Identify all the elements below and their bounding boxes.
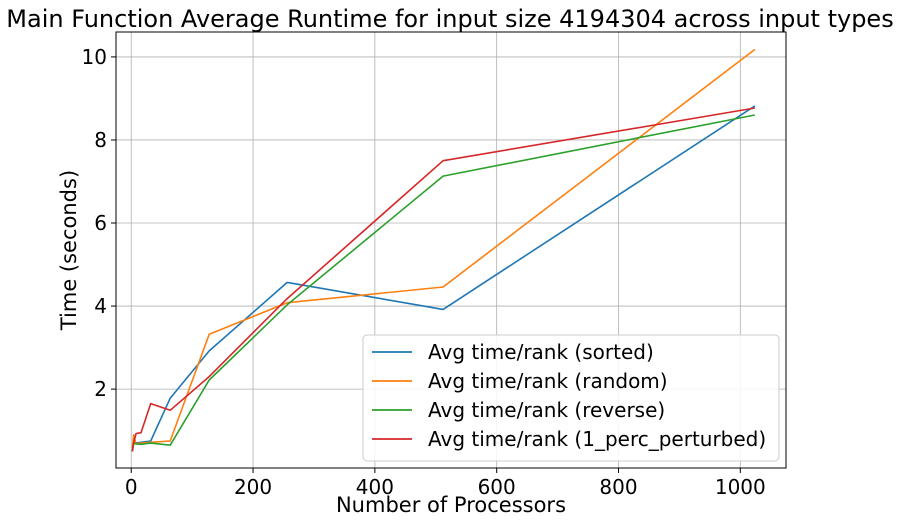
series-lines <box>131 48 756 452</box>
y-tick-label: 8 <box>94 128 107 152</box>
x-axis-label: Number of Processors <box>336 493 566 517</box>
legend-label-3: Avg time/rank (1_perc_perturbed) <box>428 427 766 451</box>
x-axis-ticks: 0 200 400 600 800 1000 <box>125 468 766 499</box>
legend-label-1: Avg time/rank (random) <box>428 369 668 393</box>
x-tick-label: 800 <box>599 475 637 499</box>
x-tick-label: 0 <box>125 475 138 499</box>
x-tick-label: 200 <box>234 475 272 499</box>
grid <box>116 32 786 468</box>
series-line-3 <box>131 107 756 452</box>
legend-label-2: Avg time/rank (reverse) <box>428 398 665 422</box>
series-line-2 <box>131 114 756 452</box>
y-axis-ticks: 2 4 6 8 10 <box>82 45 116 401</box>
plot-frame <box>115 31 787 469</box>
y-axis-label: Time (seconds) <box>57 170 81 331</box>
x-tick-label: 600 <box>478 475 516 499</box>
chart-title: Main Function Average Runtime for input … <box>6 5 893 33</box>
legend-label-0: Avg time/rank (sorted) <box>428 340 654 364</box>
y-tick-label: 2 <box>94 377 107 401</box>
legend-box <box>362 334 780 462</box>
x-tick-label: 1000 <box>715 475 766 499</box>
x-tick-label: 400 <box>356 475 394 499</box>
legend: Avg time/rank (sorted) Avg time/rank (ran… <box>362 334 780 462</box>
y-tick-label: 4 <box>94 294 107 318</box>
y-tick-label: 10 <box>82 45 107 69</box>
y-tick-label: 6 <box>94 211 107 235</box>
